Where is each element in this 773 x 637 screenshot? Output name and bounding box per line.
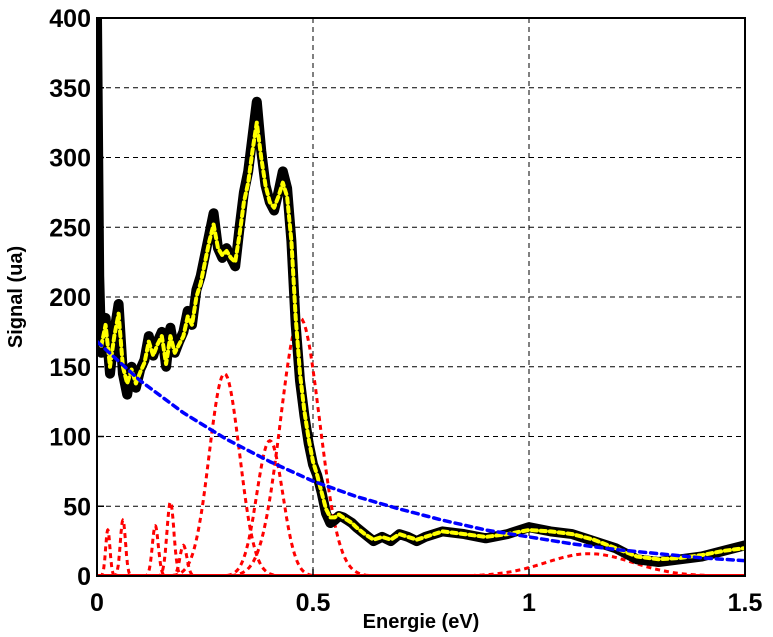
x-axis-title: Energie (eV) [363, 611, 480, 633]
background-fit-line [97, 339, 745, 563]
component-curve-7 [217, 438, 322, 576]
component-curve-8 [222, 316, 378, 576]
y-tick-label: 150 [49, 354, 91, 382]
fit-sum-line [99, 120, 745, 562]
component-curve-6 [164, 371, 285, 576]
x-tick-label: 1.5 [728, 589, 763, 617]
x-tick-label: 0 [90, 589, 104, 617]
y-tick-label: 300 [49, 145, 91, 173]
y-ticks: 0 50 100 150 200 250 300 350 400 [49, 5, 104, 591]
y-tick-label: 50 [63, 493, 91, 521]
x-tick-label: 0.5 [296, 589, 331, 617]
x-tick-label: 1 [522, 589, 536, 617]
y-tick-label: 100 [49, 424, 91, 452]
grid [97, 18, 745, 576]
y-tick-label: 0 [77, 563, 91, 591]
y-axis-title: Signal (ua) [5, 246, 27, 348]
y-tick-label: 400 [49, 5, 91, 33]
y-tick-label: 200 [49, 284, 91, 312]
y-tick-label: 350 [49, 75, 91, 103]
x-ticks: 0 0.5 1 1.5 [90, 569, 762, 617]
y-tick-label: 250 [49, 214, 91, 242]
